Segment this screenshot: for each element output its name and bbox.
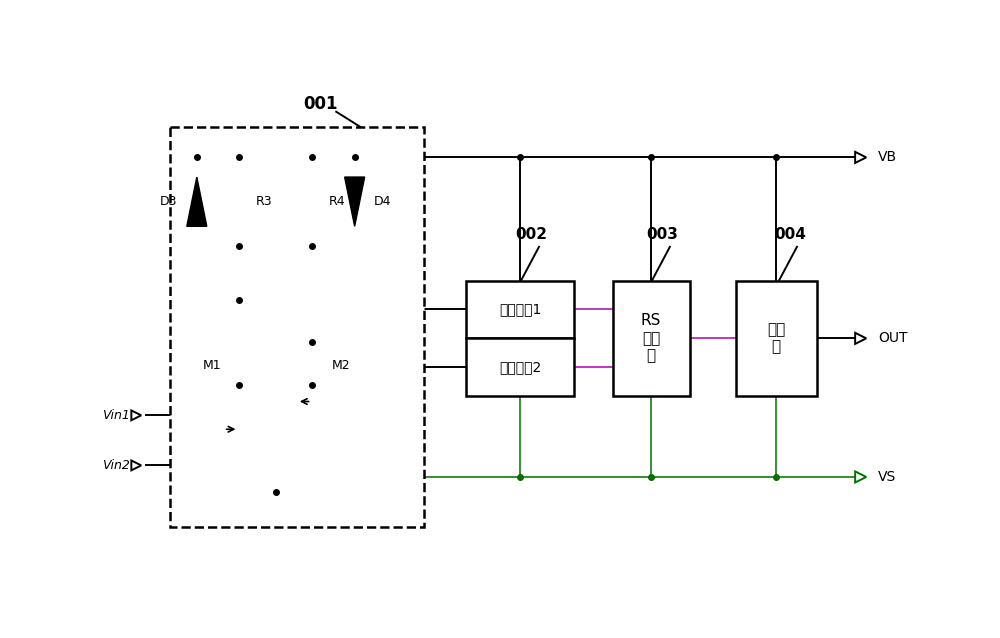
Text: RS
锁存
器: RS 锁存 器 [641,313,661,363]
Text: Vin1: Vin1 [102,409,130,422]
Text: 滤波电路2: 滤波电路2 [499,360,541,375]
Text: 滤波电路1: 滤波电路1 [499,302,541,316]
Text: VS: VS [878,470,896,484]
Bar [466,338,574,396]
Text: 驱动
器: 驱动 器 [767,322,785,355]
Text: D4: D4 [374,195,391,208]
Polygon shape [187,177,207,226]
Text: Vin2: Vin2 [102,459,130,472]
Text: 003: 003 [647,227,679,242]
Text: M2: M2 [332,359,350,372]
Text: OUT: OUT [878,331,908,345]
Bar [736,281,817,396]
Text: VB: VB [878,151,897,165]
Text: R3: R3 [256,195,273,208]
Text: 002: 002 [516,227,548,242]
Bar [170,126,424,527]
Text: 001: 001 [303,94,337,112]
Bar [466,281,574,338]
Text: 004: 004 [774,227,806,242]
Polygon shape [345,177,365,226]
Text: M1: M1 [203,359,222,372]
Bar [613,281,690,396]
Text: R4: R4 [329,195,346,208]
Text: D3: D3 [160,195,178,208]
